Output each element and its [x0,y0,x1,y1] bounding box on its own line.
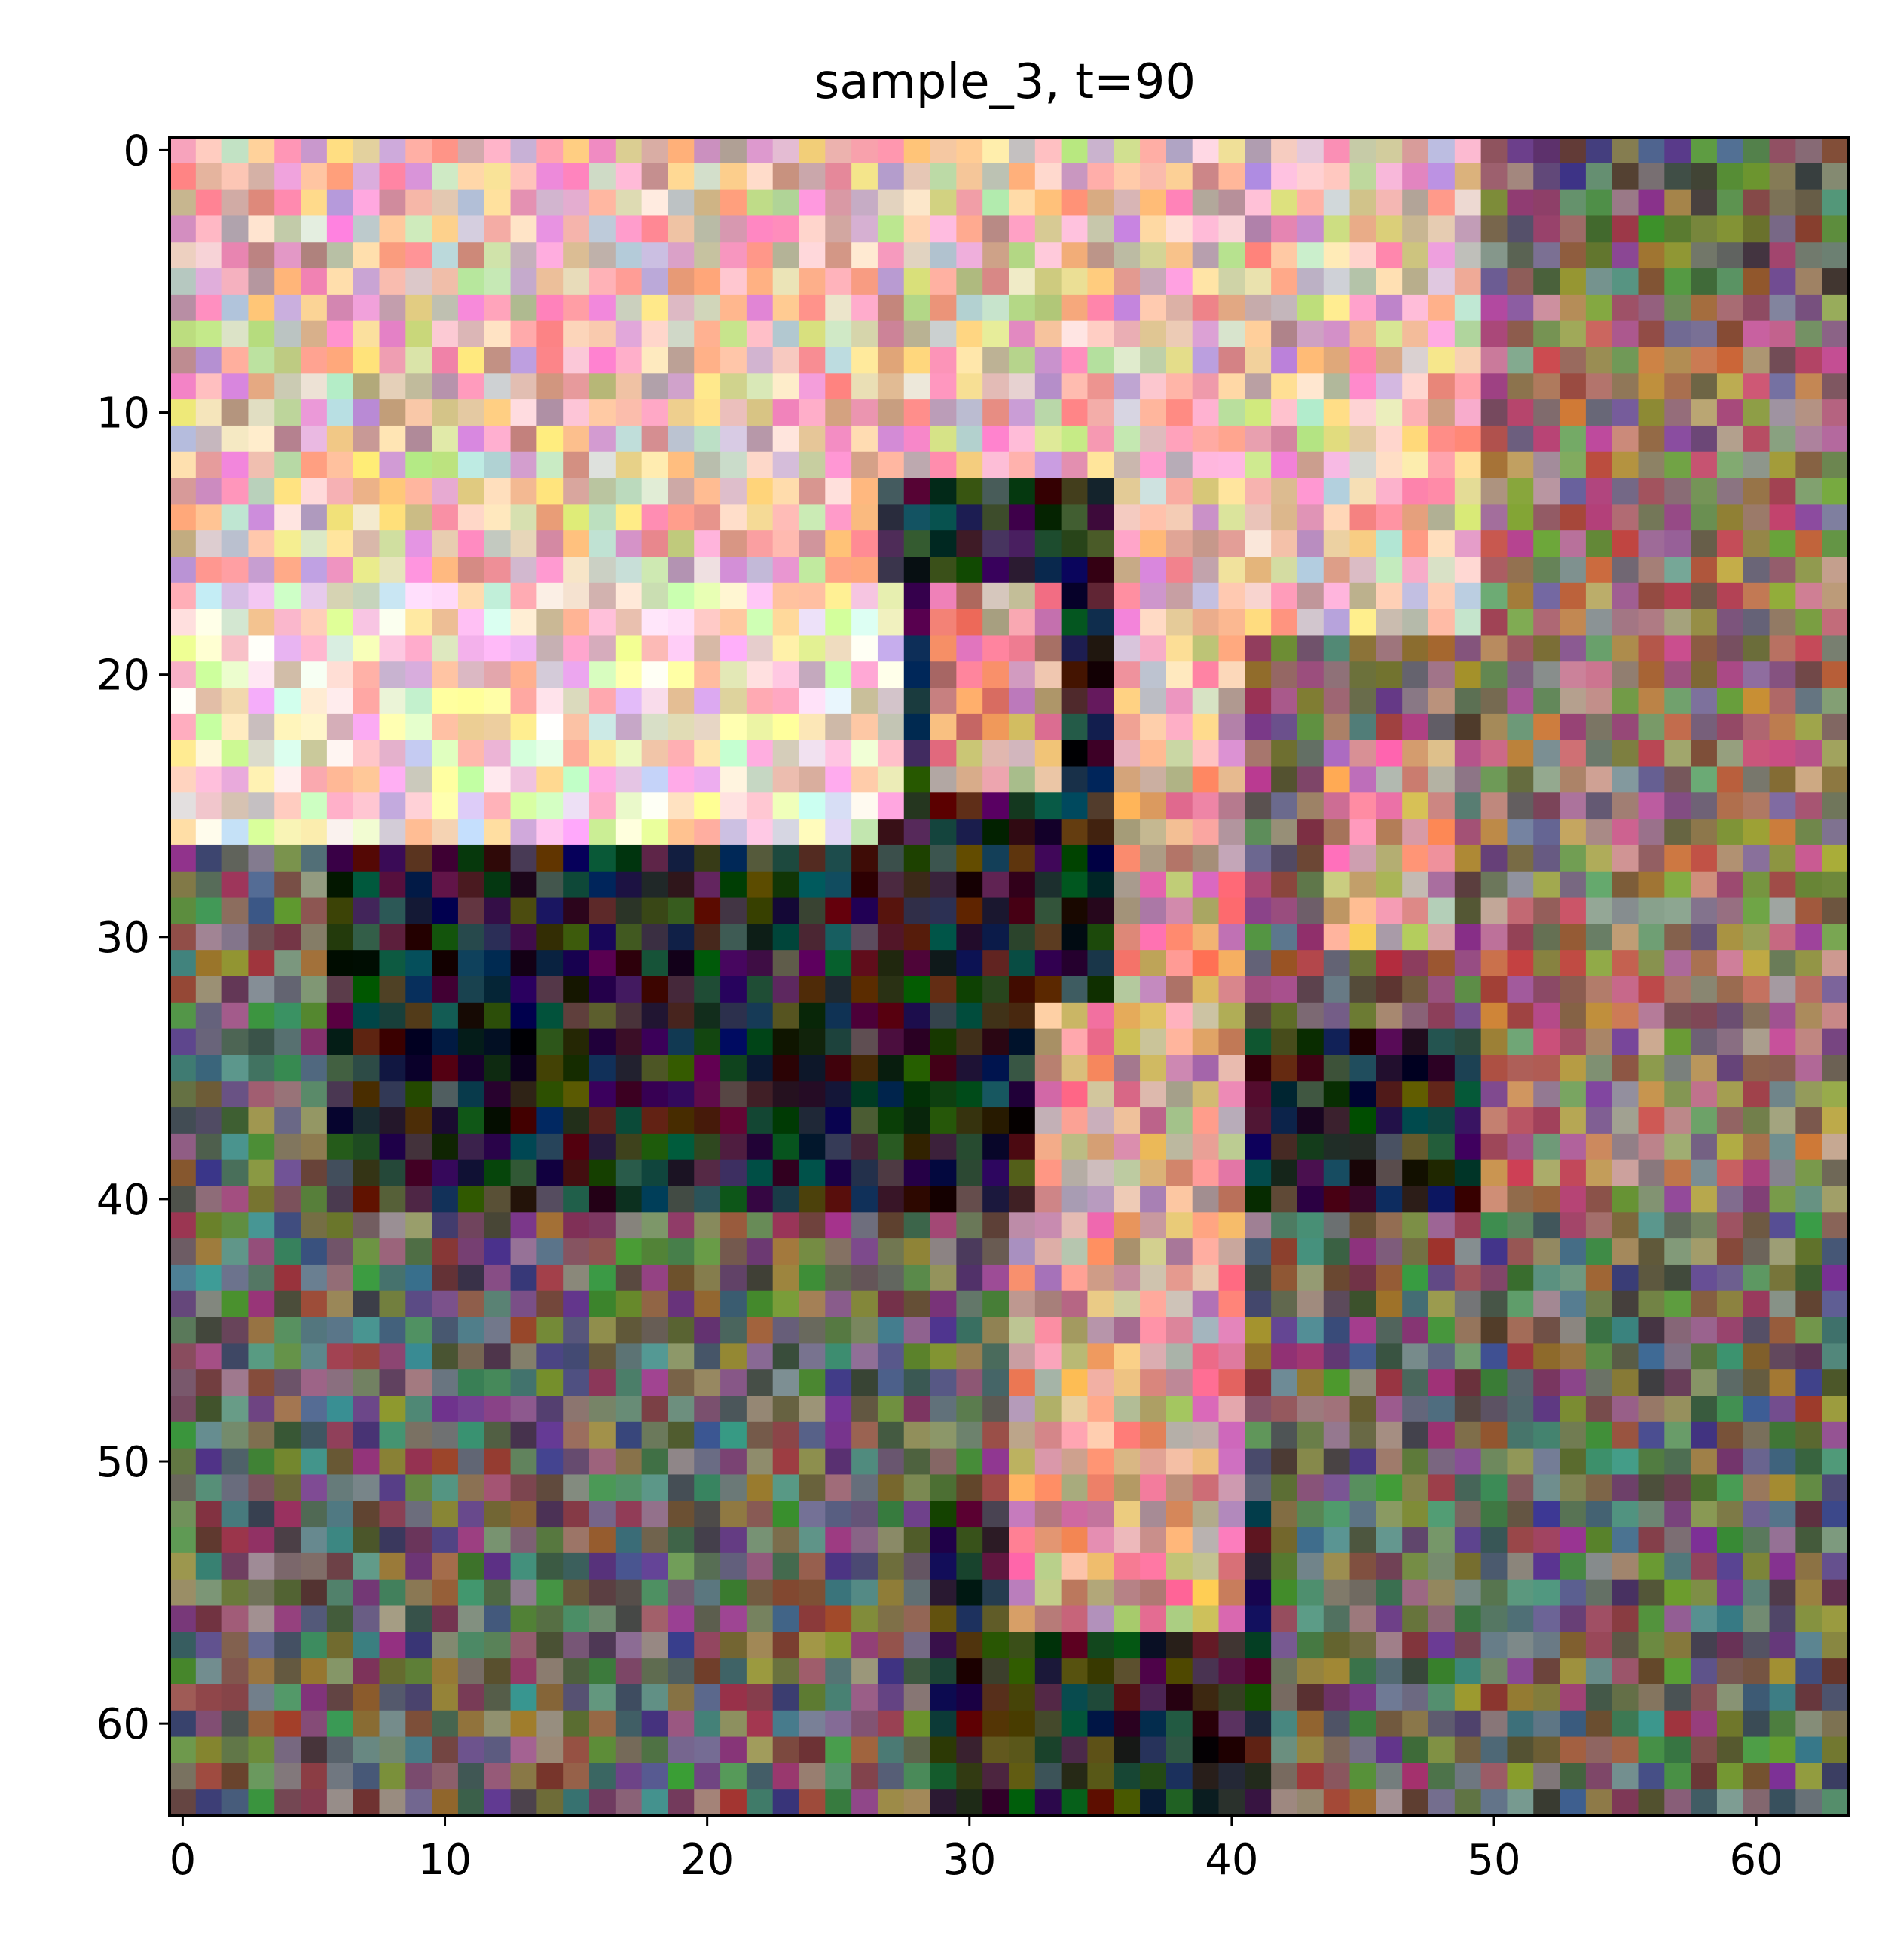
y-tick-label: 20 [96,652,150,701]
x-tick-label: 50 [1467,1836,1520,1885]
x-axis: 0 10 20 30 40 50 60 [170,1815,1783,1885]
y-tick-label: 30 [96,914,150,963]
x-tick-label: 60 [1730,1836,1783,1885]
y-tick-label: 0 [123,127,150,176]
y-tick-label: 10 [96,389,150,438]
y-tick-label: 40 [96,1176,150,1225]
x-tick-label: 20 [680,1836,734,1885]
y-tick-label: 50 [96,1438,150,1487]
x-tick-label: 0 [170,1836,197,1885]
axes-frame [168,136,1850,1817]
x-tick-label: 10 [418,1836,472,1885]
pixel-image [170,137,1849,1816]
y-axis: 0 10 20 30 40 50 60 [96,127,170,1749]
y-tick-label: 60 [96,1700,150,1749]
x-tick-label: 40 [1205,1836,1258,1885]
x-tick-label: 30 [942,1836,996,1885]
plot-title: sample_3, t=90 [814,54,1196,110]
